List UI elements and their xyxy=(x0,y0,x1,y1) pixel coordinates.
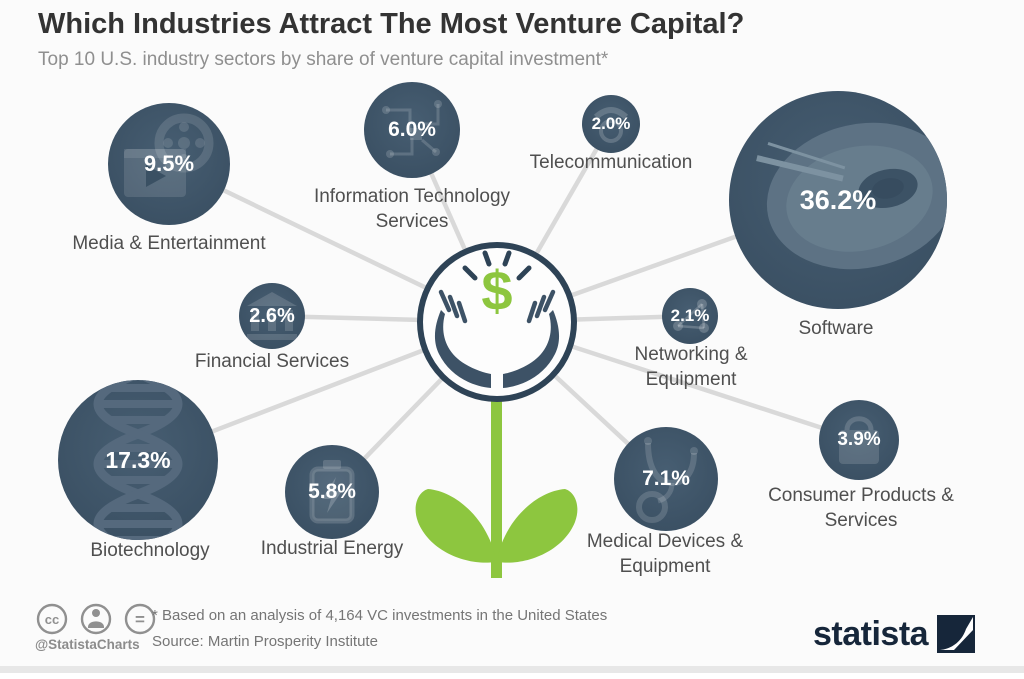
value-label: 2.1% xyxy=(670,306,710,325)
network-nodes-icon xyxy=(673,299,709,333)
bubble-software: 36.2% xyxy=(729,91,947,309)
no-derivatives-icon: = xyxy=(124,603,156,635)
dollar-sign: $ xyxy=(481,259,513,322)
value-label: 17.3% xyxy=(105,446,171,473)
hands-holding-dollar-icon xyxy=(434,250,560,388)
sector-label-consumer: Consumer Products & Services xyxy=(768,485,954,532)
sector-label-financial: Financial Services xyxy=(194,351,350,372)
sector-label-medical: Medical Devices & Equipment xyxy=(586,531,744,578)
value-label: 36.2% xyxy=(799,184,877,215)
sector-label-industrial: Industrial Energy xyxy=(260,538,404,559)
battery-bolt-icon xyxy=(309,460,355,524)
footnote: * Based on an analysis of 4,164 VC inves… xyxy=(152,607,608,624)
film-media-icon xyxy=(124,113,214,197)
cc-icon: cc xyxy=(36,603,68,635)
plant-sprout-icon xyxy=(415,396,578,578)
statista-charts-handle: @StatistaCharts xyxy=(35,637,140,652)
compact-disc-icon xyxy=(756,122,947,270)
bubble-it-services: 6.0% xyxy=(364,82,460,178)
dna-helix-icon xyxy=(93,380,183,540)
shopping-bag-icon xyxy=(839,416,879,464)
bank-icon xyxy=(247,292,297,340)
page-subtitle: Top 10 U.S. industry sectors by share of… xyxy=(38,49,609,70)
sector-label-it-services: Information Technology Services xyxy=(313,186,511,233)
bubble-media-entertainment: 9.5% xyxy=(108,103,230,225)
statista-logo: statista xyxy=(813,612,976,656)
svg-text:cc: cc xyxy=(45,612,59,627)
value-label: 9.5% xyxy=(143,151,195,176)
value-label: 5.8% xyxy=(308,480,356,503)
source-line: Source: Martin Prosperity Institute xyxy=(152,633,378,650)
value-label: 7.1% xyxy=(642,467,690,490)
bubble-biotechnology: 17.3% xyxy=(58,380,218,540)
sector-label-media: Media & Entertainment xyxy=(72,233,266,254)
sector-label-software: Software xyxy=(798,318,874,339)
bubble-industrial-energy: 5.8% xyxy=(285,445,379,539)
bubble-networking-equipment: 2.1% xyxy=(662,288,718,344)
sector-label-networking: Networking & Equipment xyxy=(634,344,748,391)
stethoscope-icon xyxy=(636,437,698,523)
bubble-consumer-products: 3.9% xyxy=(819,400,899,480)
sector-label-telecommunication: Telecommunication xyxy=(529,152,693,173)
page-title: Which Industries Attract The Most Ventur… xyxy=(38,8,745,40)
sector-label-biotechnology: Biotechnology xyxy=(90,540,210,561)
center-hub: $ xyxy=(417,242,577,402)
bottom-edge-strip xyxy=(0,666,1024,673)
bubble-telecommunication: 2.0% xyxy=(582,95,640,153)
value-label: 3.9% xyxy=(837,429,881,450)
value-label: 6.0% xyxy=(388,118,436,141)
license-badges: cc = xyxy=(35,602,191,641)
statista-wordmark: statista xyxy=(813,614,929,653)
attribution-person-icon xyxy=(80,603,112,635)
statista-swoosh-icon xyxy=(937,615,976,653)
svg-text:=: = xyxy=(135,610,145,629)
bottom-margin xyxy=(0,673,1024,679)
value-label: 2.6% xyxy=(249,304,295,327)
bubble-medical-devices: 7.1% xyxy=(614,427,718,531)
telephone-icon xyxy=(593,107,629,143)
value-label: 2.0% xyxy=(591,114,631,133)
bubble-financial-services: 2.6% xyxy=(239,283,305,349)
circuit-board-icon xyxy=(382,100,442,158)
